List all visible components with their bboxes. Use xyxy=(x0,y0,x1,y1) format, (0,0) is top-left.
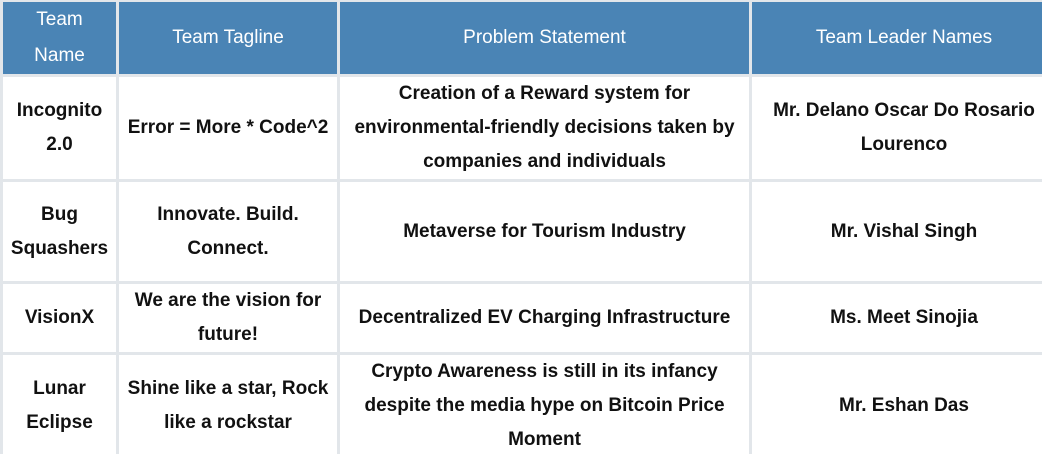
header-team-tagline: Team Tagline xyxy=(119,2,337,74)
table-row: Bug Squashers Innovate. Build. Connect. … xyxy=(3,182,1042,281)
cell-leader: Ms. Meet Sinojia xyxy=(752,284,1042,352)
table-header-row: Team Name Team Tagline Problem Statement… xyxy=(3,2,1042,74)
cell-leader: Mr. Delano Oscar Do Rosario Lourenco xyxy=(752,77,1042,179)
cell-tagline: Innovate. Build. Connect. xyxy=(119,182,337,281)
cell-team-name: VisionX xyxy=(3,284,116,352)
header-team-name: Team Name xyxy=(3,2,116,74)
cell-tagline: Error = More * Code^2 xyxy=(119,77,337,179)
cell-tagline: We are the vision for future! xyxy=(119,284,337,352)
table-row: VisionX We are the vision for future! De… xyxy=(3,284,1042,352)
header-problem-statement: Problem Statement xyxy=(340,2,749,74)
table-row: Lunar Eclipse Shine like a star, Rock li… xyxy=(3,355,1042,454)
cell-team-name: Incognito 2.0 xyxy=(3,77,116,179)
header-team-leader-names: Team Leader Names xyxy=(752,2,1042,74)
cell-problem: Crypto Awareness is still in its infancy… xyxy=(340,355,749,454)
cell-team-name: Bug Squashers xyxy=(3,182,116,281)
cell-problem: Metaverse for Tourism Industry xyxy=(340,182,749,281)
table-row: Incognito 2.0 Error = More * Code^2 Crea… xyxy=(3,77,1042,179)
cell-leader: Mr. Eshan Das xyxy=(752,355,1042,454)
cell-problem: Creation of a Reward system for environm… xyxy=(340,77,749,179)
cell-leader: Mr. Vishal Singh xyxy=(752,182,1042,281)
cell-problem: Decentralized EV Charging Infrastructure xyxy=(340,284,749,352)
cell-tagline: Shine like a star, Rock like a rockstar xyxy=(119,355,337,454)
cell-team-name: Lunar Eclipse xyxy=(3,355,116,454)
